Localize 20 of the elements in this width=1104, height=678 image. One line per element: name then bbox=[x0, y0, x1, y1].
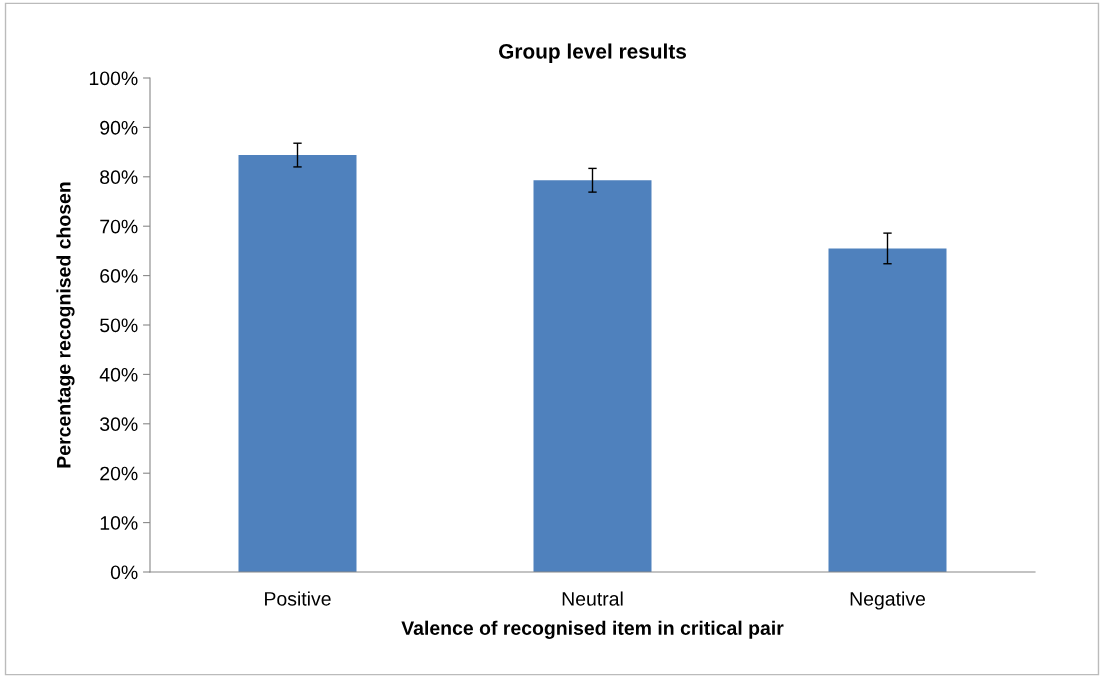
y-tick-label: 10% bbox=[100, 516, 138, 530]
y-tick-label: 100% bbox=[89, 71, 138, 86]
y-axis-title: Percentage recognised chosen bbox=[56, 182, 75, 468]
y-tick-label: 90% bbox=[100, 120, 138, 135]
y-tick-label: 30% bbox=[100, 417, 138, 432]
y-tick-label: 80% bbox=[100, 170, 138, 185]
x-tick-label: Positive bbox=[265, 591, 331, 606]
y-tick-label: 40% bbox=[99, 367, 138, 382]
x-tick-label: Neutral bbox=[562, 591, 623, 606]
y-tick-label: 50% bbox=[100, 318, 138, 333]
x-tick-label: Negative bbox=[850, 591, 926, 610]
bar bbox=[238, 155, 357, 572]
chart-title: Group level results bbox=[499, 43, 687, 63]
y-tick-label: 70% bbox=[100, 219, 138, 234]
bar bbox=[533, 180, 652, 572]
y-tick-label: 60% bbox=[100, 269, 138, 283]
y-tick-label: 20% bbox=[100, 466, 138, 481]
y-tick-label: 0% bbox=[110, 565, 138, 580]
bar bbox=[828, 248, 947, 572]
x-axis-title: Valence of recognised item in critical pair bbox=[401, 620, 784, 639]
